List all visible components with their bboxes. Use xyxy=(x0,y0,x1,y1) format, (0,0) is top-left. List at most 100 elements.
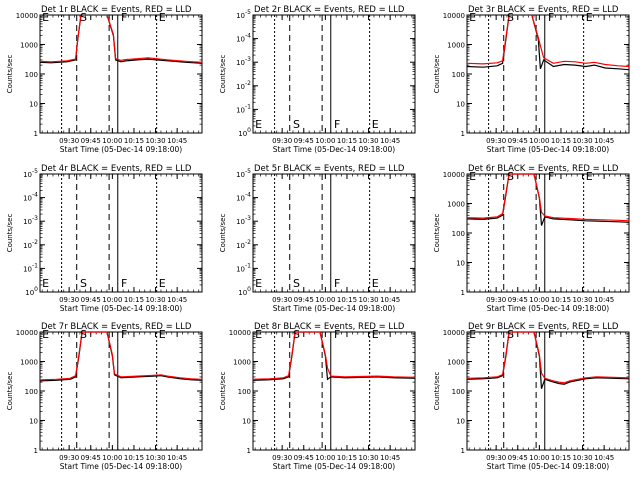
x-axis-label: Start Time (05-Dec-14 09:18:00) xyxy=(487,462,609,471)
y-tick-label: 10 xyxy=(29,418,38,426)
interval-marker-label: S xyxy=(293,328,300,341)
x-tick-label: 09:30 xyxy=(486,296,506,304)
y-axis-label: Counts/sec xyxy=(6,372,14,411)
interval-marker-label: S xyxy=(507,170,514,183)
y-tick-label: 10-1 xyxy=(236,103,251,114)
panel-title: Det 7r BLACK = Events, RED = LLD xyxy=(41,322,192,332)
x-tick-label: 10:15 xyxy=(124,137,144,145)
x-axis-label: Start Time (05-Dec-14 09:18:00) xyxy=(273,304,395,313)
interval-marker-label: S xyxy=(507,328,514,341)
y-tick-label: 100 xyxy=(452,230,465,238)
plot-frame xyxy=(466,14,630,134)
y-tick-label: 10-2 xyxy=(23,239,38,250)
y-axis-label: Counts/sec xyxy=(219,55,227,94)
y-tick-label: 10000 xyxy=(16,12,38,20)
interval-marker-label: E xyxy=(469,11,476,24)
x-tick-label: 09:45 xyxy=(508,296,528,304)
interval-marker-label: E xyxy=(255,277,262,290)
y-axis-label: Counts/sec xyxy=(219,214,227,253)
plot-frame xyxy=(39,14,203,134)
series-line-lld xyxy=(467,174,629,222)
y-tick-label: 10-5 xyxy=(23,168,38,179)
y-axis-label: Counts/sec xyxy=(433,55,441,94)
y-tick-label: 100 xyxy=(238,388,251,396)
x-tick-label: 10:45 xyxy=(167,454,187,462)
y-tick-label: 10 xyxy=(456,260,465,268)
x-tick-label: 10:00 xyxy=(102,296,122,304)
x-tick-label: 10:15 xyxy=(337,454,357,462)
y-tick-label: 10-2 xyxy=(236,80,251,91)
y-tick-label: 10-3 xyxy=(236,56,251,67)
plot-frame xyxy=(39,331,203,451)
interval-marker-label: E xyxy=(372,328,379,341)
panel-title: Det 3r BLACK = Events, RED = LLD xyxy=(468,5,619,15)
x-axis-label: Start Time (05-Dec-14 09:18:00) xyxy=(273,462,395,471)
x-tick-label: 09:30 xyxy=(486,137,506,145)
series-line-lld xyxy=(40,15,202,63)
y-tick-label: 10000 xyxy=(443,12,465,20)
series-line-events xyxy=(467,174,629,226)
interval-marker-label: E xyxy=(159,11,166,24)
y-axis-label: Counts/sec xyxy=(219,372,227,411)
interval-marker-label: E xyxy=(469,170,476,183)
y-tick-label: 10000 xyxy=(229,329,251,337)
detector-panel-9: Det 9r BLACK = Events, RED = LLD 1 10 100 10… xyxy=(433,322,630,471)
x-axis-label: Start Time (05-Dec-14 09:18:00) xyxy=(487,145,609,154)
panel-title: Det 8r BLACK = Events, RED = LLD xyxy=(254,322,405,332)
plot-frame xyxy=(466,173,630,293)
y-tick-label: 10 xyxy=(456,101,465,109)
panel-title: Det 4r BLACK = Events, RED = LLD xyxy=(41,164,192,174)
y-tick-label: 1 xyxy=(461,447,465,455)
x-tick-label: 10:30 xyxy=(145,137,165,145)
interval-marker-label: F xyxy=(334,277,340,290)
y-tick-label: 1000 xyxy=(233,359,251,367)
x-tick-label: 10:45 xyxy=(594,296,614,304)
detector-panel-6: Det 6r BLACK = Events, RED = LLD 1 10 100 10… xyxy=(433,164,630,313)
interval-marker-label: E xyxy=(586,170,593,183)
detector-panel-2: Det 2r BLACK = Events, RED = LLD 100 10-1 1… xyxy=(219,5,416,154)
x-tick-label: 10:00 xyxy=(102,454,122,462)
x-tick-label: 10:30 xyxy=(145,454,165,462)
series-line-events xyxy=(40,15,202,64)
detector-panel-8: Det 8r BLACK = Events, RED = LLD 1 10 100 10… xyxy=(219,322,416,471)
x-tick-label: 10:00 xyxy=(529,137,549,145)
interval-marker-label: E xyxy=(42,11,49,24)
panel-title: Det 6r BLACK = Events, RED = LLD xyxy=(468,164,619,174)
series-line-lld xyxy=(467,332,629,384)
x-tick-label: 10:15 xyxy=(551,137,571,145)
x-tick-label: 09:45 xyxy=(294,296,314,304)
x-tick-label: 10:15 xyxy=(551,454,571,462)
y-tick-label: 10000 xyxy=(443,329,465,337)
y-tick-label: 10-1 xyxy=(23,262,38,273)
x-tick-label: 10:00 xyxy=(102,137,122,145)
x-tick-label: 09:30 xyxy=(59,137,79,145)
y-tick-label: 1000 xyxy=(20,359,38,367)
x-tick-label: 10:15 xyxy=(337,137,357,145)
x-tick-label: 10:00 xyxy=(315,296,335,304)
x-tick-label: 10:30 xyxy=(572,454,592,462)
plot-frame xyxy=(252,173,416,293)
x-tick-label: 09:30 xyxy=(272,296,292,304)
x-tick-label: 09:45 xyxy=(508,137,528,145)
interval-marker-label: S xyxy=(293,277,300,290)
x-tick-label: 10:30 xyxy=(358,454,378,462)
y-tick-label: 1 xyxy=(34,130,38,138)
interval-marker-label: F xyxy=(121,277,127,290)
interval-marker-label: E xyxy=(159,328,166,341)
plot-frame xyxy=(252,331,416,451)
y-tick-label: 10-4 xyxy=(236,33,251,44)
x-axis-label: Start Time (05-Dec-14 09:18:00) xyxy=(273,145,395,154)
x-axis-label: Start Time (05-Dec-14 09:18:00) xyxy=(487,304,609,313)
interval-marker-label: F xyxy=(548,11,554,24)
x-tick-label: 10:15 xyxy=(551,296,571,304)
interval-marker-label: F xyxy=(334,328,340,341)
x-tick-label: 10:45 xyxy=(594,454,614,462)
x-axis-label: Start Time (05-Dec-14 09:18:00) xyxy=(60,304,182,313)
x-tick-label: 09:45 xyxy=(81,454,101,462)
interval-marker-label: S xyxy=(80,277,87,290)
y-tick-label: 10 xyxy=(456,418,465,426)
plot-frame xyxy=(39,173,203,293)
y-tick-label: 10-3 xyxy=(23,215,38,226)
y-tick-label: 10-1 xyxy=(236,262,251,273)
